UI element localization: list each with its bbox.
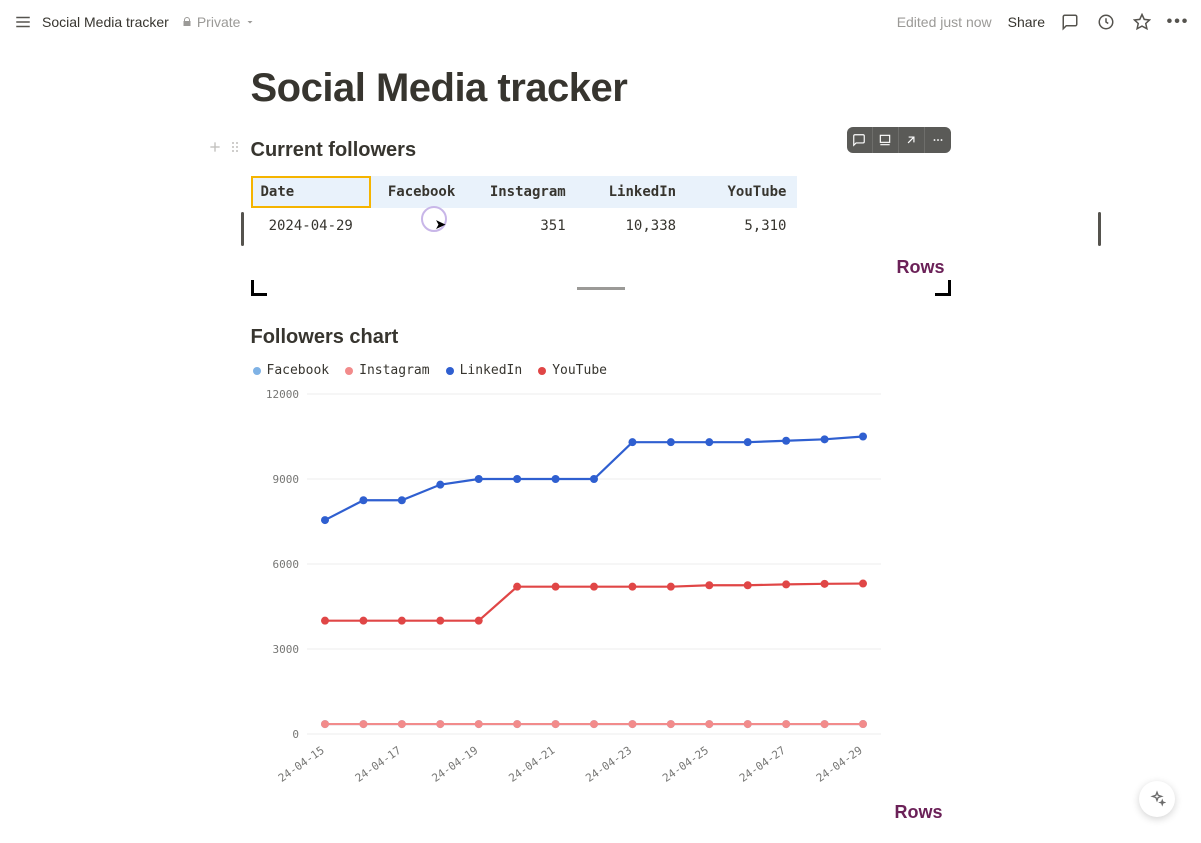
svg-text:24-04-23: 24-04-23: [583, 744, 634, 785]
table-row-handle-left[interactable]: [241, 212, 244, 246]
comments-icon[interactable]: [1059, 11, 1081, 33]
crop-corner-br: [935, 280, 951, 296]
table-row[interactable]: 2024-04-29 351 10,338 5,310: [251, 208, 797, 244]
col-facebook[interactable]: Facebook: [371, 176, 465, 208]
current-followers-heading: Current followers: [251, 139, 951, 162]
legend-dot-icon: [345, 367, 353, 375]
svg-text:24-04-19: 24-04-19: [429, 744, 480, 785]
legend-dot-icon: [446, 367, 454, 375]
edited-status: Edited just now: [897, 14, 992, 30]
table-row-handle-right[interactable]: [1098, 212, 1101, 246]
followers-table: Date Facebook Instagram LinkedIn YouTube…: [251, 176, 797, 244]
svg-text:24-04-25: 24-04-25: [660, 744, 711, 785]
followers-chart-heading: Followers chart: [251, 326, 951, 349]
svg-text:0: 0: [292, 728, 299, 741]
svg-text:24-04-17: 24-04-17: [352, 744, 403, 785]
legend-item[interactable]: LinkedIn: [446, 363, 523, 378]
page-content: Social Media tracker Current followers D…: [251, 66, 951, 823]
cell-instagram[interactable]: 351: [465, 208, 575, 244]
cell-youtube[interactable]: 5,310: [686, 208, 796, 244]
updates-icon[interactable]: [1095, 11, 1117, 33]
block-handles[interactable]: [207, 139, 243, 155]
chart-legend: Facebook Instagram LinkedIn YouTube: [253, 363, 951, 378]
drag-handle-icon[interactable]: [227, 139, 243, 155]
topbar: Social Media tracker Private Edited just…: [0, 0, 1201, 44]
svg-text:3000: 3000: [272, 643, 299, 656]
rows-label-bottom[interactable]: Rows: [251, 802, 943, 823]
followers-chart-block: Followers chart Facebook Instagram LinkedI…: [251, 326, 951, 823]
share-button[interactable]: Share: [1008, 14, 1045, 30]
svg-text:6000: 6000: [272, 558, 299, 571]
svg-text:24-04-21: 24-04-21: [506, 744, 557, 785]
ai-fab-button[interactable]: [1139, 781, 1175, 817]
legend-label: Instagram: [359, 363, 429, 378]
legend-label: YouTube: [552, 363, 607, 378]
col-linkedin[interactable]: LinkedIn: [576, 176, 686, 208]
breadcrumb[interactable]: Social Media tracker: [42, 14, 169, 30]
privacy-indicator[interactable]: Private: [181, 14, 257, 30]
legend-item[interactable]: Instagram: [345, 363, 429, 378]
col-youtube[interactable]: YouTube: [686, 176, 796, 208]
svg-text:24-04-27: 24-04-27: [737, 744, 788, 785]
cell-linkedin[interactable]: 10,338: [576, 208, 686, 244]
add-block-icon[interactable]: [207, 139, 223, 155]
current-followers-block: Current followers Date Facebook Instagra…: [251, 139, 951, 296]
more-icon[interactable]: •••: [1167, 11, 1189, 33]
svg-text:12000: 12000: [265, 388, 298, 401]
legend-label: Facebook: [267, 363, 330, 378]
svg-text:24-04-15: 24-04-15: [275, 744, 326, 785]
legend-dot-icon: [253, 367, 261, 375]
legend-label: LinkedIn: [460, 363, 523, 378]
crop-dash: [577, 287, 625, 290]
followers-chart: 0 3000 6000 9000 12000 24-04-15 24-04-17 24-04-…: [251, 384, 891, 794]
selection-frame: Rows: [251, 270, 951, 296]
cell-facebook[interactable]: [371, 208, 465, 244]
sparkle-icon: [1148, 790, 1166, 808]
col-instagram[interactable]: Instagram: [465, 176, 575, 208]
followers-table-wrap: Date Facebook Instagram LinkedIn YouTube…: [251, 176, 951, 244]
legend-dot-icon: [538, 367, 546, 375]
rows-label-top[interactable]: Rows: [896, 257, 944, 278]
crop-corner-bl: [251, 280, 267, 296]
lock-icon: [181, 16, 193, 28]
page-title: Social Media tracker: [251, 66, 951, 111]
table-header-row: Date Facebook Instagram LinkedIn YouTube: [251, 176, 797, 208]
cell-date[interactable]: 2024-04-29: [251, 208, 371, 244]
legend-item[interactable]: YouTube: [538, 363, 607, 378]
favorite-icon[interactable]: [1131, 11, 1153, 33]
chevron-down-icon: [244, 16, 256, 28]
menu-icon[interactable]: [12, 11, 34, 33]
svg-text:24-04-29: 24-04-29: [813, 744, 864, 785]
col-date[interactable]: Date: [251, 176, 371, 208]
legend-item[interactable]: Facebook: [253, 363, 330, 378]
privacy-label: Private: [197, 14, 241, 30]
svg-text:9000: 9000: [272, 473, 299, 486]
